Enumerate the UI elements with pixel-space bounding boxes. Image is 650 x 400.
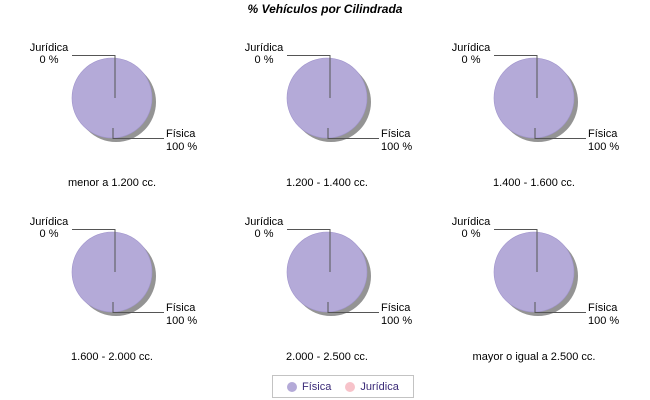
pie-chart-svg xyxy=(71,55,164,142)
slice-label-fisica-pct: 100 % xyxy=(166,141,198,153)
pie-panel-2: Jurídica 0 % Física 100 % 1.200 - 1.400 … xyxy=(221,38,433,198)
pie-panel-5: Jurídica 0 % Física 100 % 2.000 - 2.500 … xyxy=(221,212,433,372)
slice-label-juridica: Jurídica 0 % xyxy=(16,216,82,240)
slice-label-juridica-pct: 0 % xyxy=(254,228,274,240)
slice-label-fisica-name: Física xyxy=(381,302,411,314)
pie-category-label: menor a 1.200 cc. xyxy=(67,177,157,189)
legend-item-fisica: Física xyxy=(287,381,331,393)
slice-label-fisica: Física 100 % xyxy=(166,128,226,154)
leader-line-juridica xyxy=(72,229,116,272)
slice-label-fisica-pct: 100 % xyxy=(381,315,413,327)
pie-slice-fisica xyxy=(286,231,368,313)
slice-label-juridica-name: Jurídica xyxy=(244,216,284,228)
leader-line-fisica xyxy=(327,128,379,139)
slice-label-juridica: Jurídica 0 % xyxy=(16,42,82,66)
slice-label-juridica-pct: 0 % xyxy=(461,54,481,66)
pie-category-label: 1.400 - 1.600 cc. xyxy=(493,177,575,189)
slice-label-fisica: Física 100 % xyxy=(381,128,441,154)
leader-line-juridica xyxy=(287,55,331,98)
pie-category-label: 1.600 - 2.000 cc. xyxy=(71,351,153,363)
slice-label-fisica-name: Física xyxy=(166,302,196,314)
slice-label-juridica: Jurídica 0 % xyxy=(231,216,297,240)
slice-label-fisica: Física 100 % xyxy=(588,302,648,328)
slice-label-fisica: Física 100 % xyxy=(381,302,441,328)
pie-chart-svg xyxy=(493,55,586,142)
leader-line-fisica xyxy=(112,302,164,313)
legend-swatch-juridica-icon xyxy=(345,381,356,392)
pie-slice-fisica xyxy=(286,57,368,139)
pie-slice-fisica xyxy=(493,57,575,139)
pie-panel-1: Jurídica 0 % Física 100 % menor a 1.200 … xyxy=(6,38,218,198)
slice-label-fisica-pct: 100 % xyxy=(588,315,620,327)
pie-chart-svg xyxy=(71,229,164,316)
slice-label-juridica-pct: 0 % xyxy=(39,228,59,240)
slice-label-juridica: Jurídica 0 % xyxy=(438,42,504,66)
slice-label-juridica-name: Jurídica xyxy=(29,216,69,228)
leader-line-fisica xyxy=(534,128,586,139)
pie-panel-6: Jurídica 0 % Física 100 % mayor o igual … xyxy=(428,212,640,372)
leader-line-fisica xyxy=(327,302,379,313)
pie-category-label: 2.000 - 2.500 cc. xyxy=(286,351,368,363)
pie-chart-svg xyxy=(286,55,379,142)
pie-category-label: 1.200 - 1.400 cc. xyxy=(286,177,368,189)
slice-label-fisica: Física 100 % xyxy=(166,302,226,328)
slice-label-fisica-name: Física xyxy=(588,302,618,314)
slice-label-juridica-name: Jurídica xyxy=(451,216,491,228)
slice-label-fisica-pct: 100 % xyxy=(588,141,620,153)
legend-label-juridica: Jurídica xyxy=(360,380,399,393)
leader-line-juridica xyxy=(72,55,116,98)
leader-line-juridica xyxy=(494,229,538,272)
slice-label-fisica-name: Física xyxy=(166,128,196,140)
slice-label-juridica-pct: 0 % xyxy=(39,54,59,66)
pie-chart-svg xyxy=(286,229,379,316)
leader-line-fisica xyxy=(112,128,164,139)
legend-label-fisica: Física xyxy=(302,380,332,393)
slice-label-juridica-pct: 0 % xyxy=(254,54,274,66)
slice-label-juridica-pct: 0 % xyxy=(461,228,481,240)
leader-line-juridica xyxy=(494,55,538,98)
leader-line-fisica xyxy=(534,302,586,313)
pie-slice-fisica xyxy=(493,231,575,313)
slice-label-juridica-name: Jurídica xyxy=(29,42,69,54)
pie-panel-4: Jurídica 0 % Física 100 % 1.600 - 2.000 … xyxy=(6,212,218,372)
legend: Física Jurídica xyxy=(272,375,414,398)
slice-label-juridica-name: Jurídica xyxy=(451,42,491,54)
pie-chart-svg xyxy=(493,229,586,316)
slice-label-fisica-name: Física xyxy=(588,128,618,140)
pie-category-label: mayor o igual a 2.500 cc. xyxy=(472,351,596,363)
pie-slice-fisica xyxy=(71,231,153,313)
slice-label-juridica-name: Jurídica xyxy=(244,42,284,54)
slice-label-fisica-name: Física xyxy=(381,128,411,140)
pie-panel-3: Jurídica 0 % Física 100 % 1.400 - 1.600 … xyxy=(428,38,640,198)
slice-label-fisica: Física 100 % xyxy=(588,128,648,154)
legend-swatch-fisica-icon xyxy=(287,381,297,392)
legend-item-juridica: Jurídica xyxy=(345,381,399,393)
slice-label-juridica: Jurídica 0 % xyxy=(231,42,297,66)
pie-slice-fisica xyxy=(71,57,153,139)
slice-label-juridica: Jurídica 0 % xyxy=(438,216,504,240)
leader-line-juridica xyxy=(287,229,331,272)
chart-title: % Vehículos por Cilindrada xyxy=(247,2,403,16)
slice-label-fisica-pct: 100 % xyxy=(381,141,413,153)
slice-label-fisica-pct: 100 % xyxy=(166,315,198,327)
